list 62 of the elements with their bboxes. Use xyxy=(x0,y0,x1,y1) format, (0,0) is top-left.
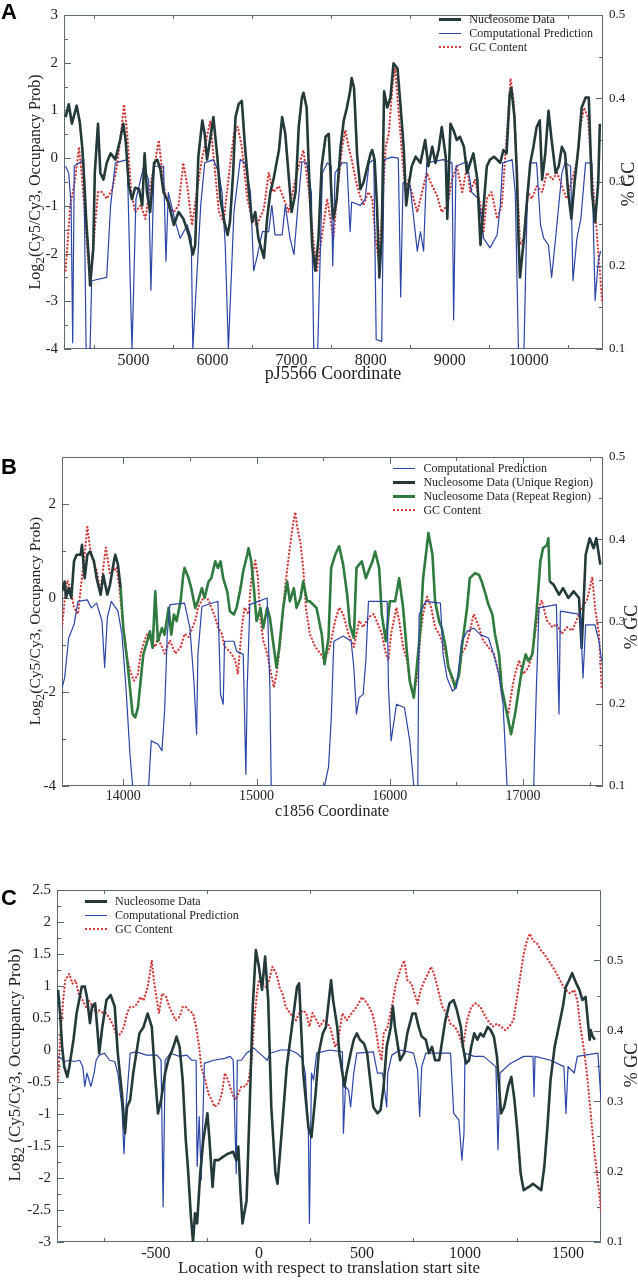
x-tick-label: 1500 xyxy=(552,1243,585,1261)
y-tick-label: 2 xyxy=(50,53,58,70)
y2-tick-label: 0.4 xyxy=(609,89,626,105)
y-tick-label: -0.5 xyxy=(27,1072,51,1089)
y2-tick-label: 0.2 xyxy=(607,1163,624,1179)
y2-tick-label: 0.5 xyxy=(609,6,626,22)
x-tick-label: 14000 xyxy=(105,788,141,804)
legend-label: Computational Prediction xyxy=(469,25,593,41)
x-tick-label: 5000 xyxy=(117,350,150,368)
y-tick-label: 1.5 xyxy=(32,944,51,961)
legend-label: Computational Prediction xyxy=(115,907,239,923)
y-tick-label: 1 xyxy=(50,101,58,118)
y-tick-label: -2 xyxy=(38,1168,51,1185)
y-tick-label: 0 xyxy=(48,588,56,605)
y-tick-label: -3 xyxy=(38,1232,51,1249)
y-tick-label: 2 xyxy=(43,912,51,929)
chart-title: B xyxy=(1,454,17,479)
legend-label: Nucleosome Data (Unique Region) xyxy=(423,474,593,490)
y2-tick-label: 0.5 xyxy=(609,448,626,464)
y2-axis-title: % GC xyxy=(621,1042,638,1088)
y-tick-label: 2.5 xyxy=(32,880,51,897)
y-tick-label: 0 xyxy=(43,1040,51,1057)
y2-tick-label: 0.1 xyxy=(609,777,626,793)
y-tick-label: -1 xyxy=(38,1104,51,1121)
chart-title: C xyxy=(1,885,17,910)
x-tick-label: 17000 xyxy=(505,788,541,804)
y-tick-label: -4 xyxy=(45,339,59,356)
x-tick-label: 15000 xyxy=(239,788,275,804)
y-tick-label: -2 xyxy=(45,244,58,261)
legend-label: GC Content xyxy=(115,921,173,937)
y2-tick-label: 0.2 xyxy=(609,695,626,711)
y-tick-label: 0.5 xyxy=(32,1008,51,1025)
y-tick-label: 0 xyxy=(50,149,58,166)
y2-tick-label: 0.1 xyxy=(609,340,626,356)
x-tick-label: 6000 xyxy=(196,350,229,368)
y-tick-label: -2.5 xyxy=(27,1200,51,1217)
y-tick-label: 3 xyxy=(50,5,58,22)
y-tick-label: -1 xyxy=(45,196,58,213)
y-tick-label: -2 xyxy=(43,682,56,699)
x-axis-title: c1856 Coordinate xyxy=(274,802,390,820)
y-tick-label: -4 xyxy=(43,776,57,793)
x-tick-label: 10000 xyxy=(508,350,549,368)
x-tick-label: 9000 xyxy=(433,350,466,368)
legend-label: Nucleosome Data xyxy=(469,11,555,27)
y2-tick-label: 0.4 xyxy=(607,1022,624,1038)
legend-label: Computational Prediction xyxy=(423,460,548,476)
x-tick-label: -500 xyxy=(141,1243,171,1261)
y2-tick-label: 0.2 xyxy=(609,256,626,272)
y2-tick-label: 0.1 xyxy=(607,1233,624,1249)
y-tick-label: -3 xyxy=(45,292,58,309)
legend-label: GC Content xyxy=(469,39,527,55)
y-tick-label: 1 xyxy=(43,976,51,993)
chart-title: A xyxy=(1,0,17,24)
x-tick-label: 16000 xyxy=(372,788,408,804)
y-tick-label: 2 xyxy=(48,494,56,511)
y2-tick-label: 0.5 xyxy=(607,951,624,967)
y2-tick-label: 0.3 xyxy=(607,1092,624,1108)
y2-tick-label: 0.4 xyxy=(609,530,626,546)
y-tick-label: -1.5 xyxy=(27,1136,51,1153)
legend-label: Nucleosome Data (Repeat Region) xyxy=(423,488,591,504)
legend-label: GC Content xyxy=(423,502,482,518)
legend-label: Nucleosome Data xyxy=(115,893,201,909)
